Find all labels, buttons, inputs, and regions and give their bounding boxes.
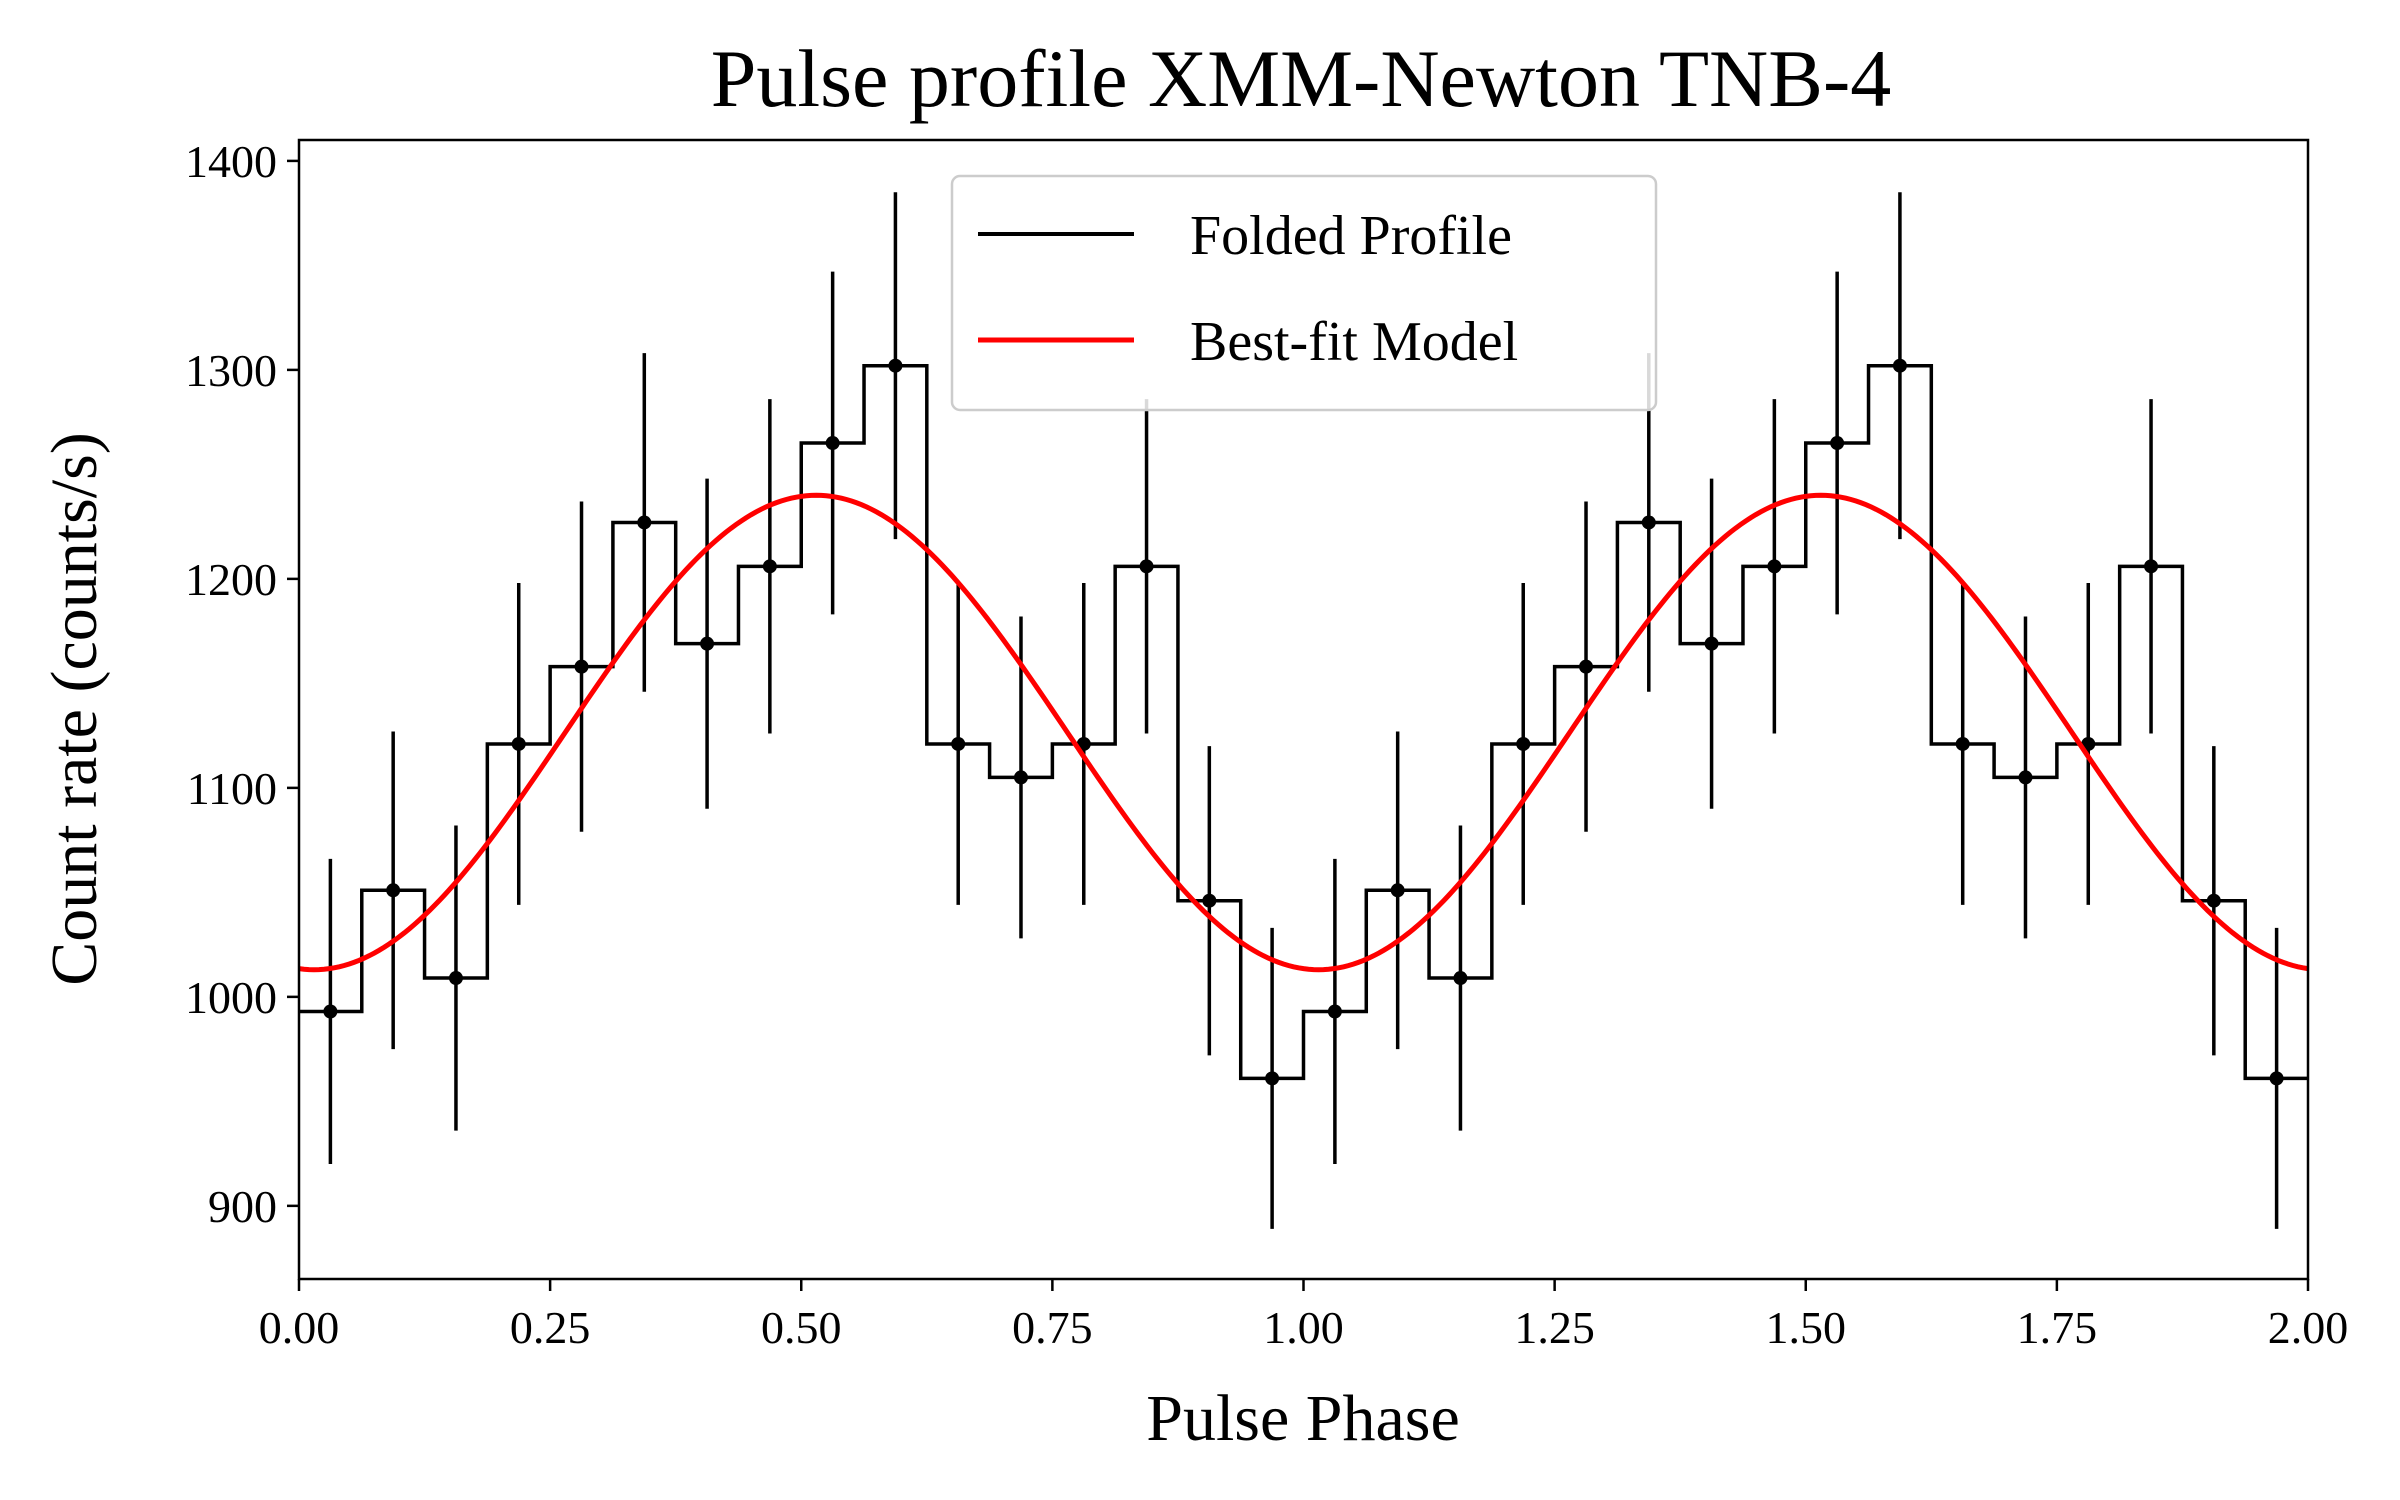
plot-area xyxy=(298,192,2309,1229)
data-point xyxy=(1202,893,1217,908)
folded-profile-steps xyxy=(299,363,2308,1081)
y-axis-label: Count rate (counts/s) xyxy=(38,432,111,986)
data-point xyxy=(511,736,526,751)
data-point xyxy=(1139,559,1154,574)
x-tick-label: 1.50 xyxy=(1766,1302,1847,1353)
data-point xyxy=(2269,1071,2284,1086)
chart-title: Pulse profile XMM-Newton TNB-4 xyxy=(711,33,1892,124)
data-point xyxy=(1579,659,1594,674)
data-point xyxy=(951,736,966,751)
y-axis: 900 1000 1100 1200 1300 1400 xyxy=(185,136,299,1232)
y-tick-label: 1300 xyxy=(185,345,277,396)
data-point xyxy=(1830,436,1845,451)
data-point xyxy=(386,883,401,898)
x-tick-label: 1.75 xyxy=(2017,1302,2098,1353)
data-point xyxy=(1516,736,1531,751)
x-tick-label: 0.00 xyxy=(259,1302,340,1353)
x-axis: 0.00 0.25 0.50 0.75 1.00 1.25 1.50 1.75 2.00 xyxy=(259,1279,2349,1353)
legend-label-best-fit-model: Best-fit Model xyxy=(1190,311,1518,373)
x-tick-label: 1.00 xyxy=(1263,1302,1344,1353)
data-point xyxy=(637,515,652,530)
data-point xyxy=(1641,515,1656,530)
y-tick-label: 1200 xyxy=(185,554,277,605)
y-tick-label: 1100 xyxy=(187,763,277,814)
data-point xyxy=(1327,1004,1342,1019)
data-point xyxy=(762,559,777,574)
data-point xyxy=(1265,1071,1280,1086)
x-tick-label: 0.75 xyxy=(1012,1302,1093,1353)
x-axis-label: Pulse Phase xyxy=(1146,1382,1460,1455)
x-tick-label: 1.25 xyxy=(1514,1302,1595,1353)
x-tick-label: 2.00 xyxy=(2268,1302,2349,1353)
data-point xyxy=(323,1004,338,1019)
legend: Folded Profile Best-fit Model xyxy=(950,174,1658,412)
data-point xyxy=(1013,770,1028,785)
data-point xyxy=(1704,636,1719,651)
best-fit-model-curve xyxy=(298,492,2309,973)
y-tick-label: 1400 xyxy=(185,136,277,187)
y-tick-label: 900 xyxy=(208,1181,277,1232)
data-point xyxy=(2144,559,2159,574)
data-point xyxy=(1390,883,1405,898)
data-point xyxy=(574,659,589,674)
data-point xyxy=(448,971,463,986)
x-tick-label: 0.25 xyxy=(510,1302,591,1353)
data-point xyxy=(1955,736,1970,751)
data-point xyxy=(888,358,903,373)
data-point xyxy=(1767,559,1782,574)
data-point xyxy=(2018,770,2033,785)
data-point xyxy=(1892,358,1907,373)
data-point xyxy=(2206,893,2221,908)
data-point xyxy=(825,436,840,451)
x-tick-label: 0.50 xyxy=(761,1302,842,1353)
data-point xyxy=(700,636,715,651)
data-point xyxy=(1453,971,1468,986)
y-tick-label: 1000 xyxy=(185,972,277,1023)
legend-label-folded-profile: Folded Profile xyxy=(1190,205,1512,267)
